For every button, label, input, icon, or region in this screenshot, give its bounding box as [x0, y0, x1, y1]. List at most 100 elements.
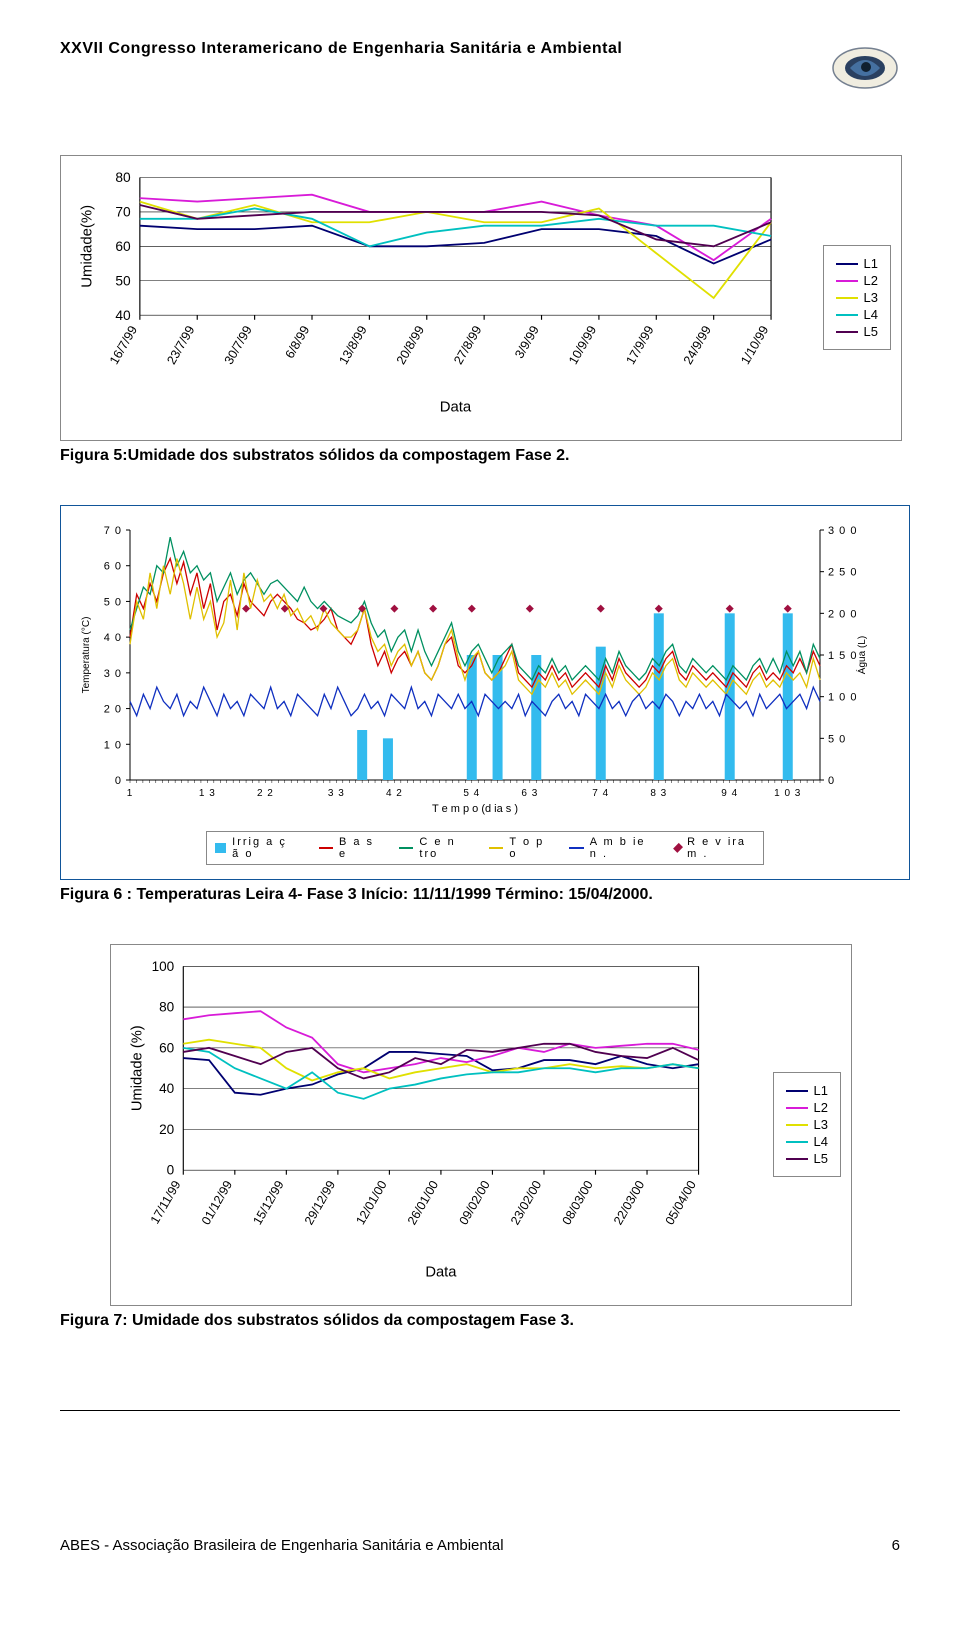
legend-item: L3: [786, 1117, 828, 1132]
page-header: XXVII Congresso Interamericano de Engenh…: [60, 40, 900, 95]
svg-text:17/11/99: 17/11/99: [148, 1178, 184, 1226]
legend-item: L1: [836, 256, 878, 271]
chart2-plot: 0 1 0 2 0 3 0 4 0 5 0 6 0 7 0 0 5 0 1 0 0 1 5 0 2 0 …: [75, 520, 875, 820]
svg-text:1 0 0: 1 0 0: [828, 692, 857, 704]
svg-text:1: 1: [127, 788, 134, 799]
legend-item: L5: [786, 1151, 828, 1166]
svg-text:40: 40: [115, 308, 131, 323]
legend-item: T o p o: [489, 836, 547, 860]
footer-divider: [60, 1410, 900, 1411]
svg-text:5 4: 5 4: [463, 788, 480, 799]
svg-text:1 0: 1 0: [104, 739, 122, 751]
svg-text:6/8/99: 6/8/99: [283, 323, 313, 360]
legend-item: A m b ie n .: [569, 836, 652, 860]
svg-text:16/7/99: 16/7/99: [107, 323, 140, 366]
svg-text:13/8/99: 13/8/99: [337, 323, 370, 366]
svg-text:20/8/99: 20/8/99: [394, 323, 427, 366]
svg-text:8 3: 8 3: [650, 788, 667, 799]
svg-text:7 4: 7 4: [592, 788, 609, 799]
svg-text:4 0: 4 0: [104, 632, 122, 644]
svg-text:2 5 0: 2 5 0: [828, 567, 857, 579]
svg-text:09/02/00: 09/02/00: [456, 1178, 492, 1227]
svg-text:1 5 0: 1 5 0: [828, 650, 857, 662]
svg-text:29/12/99: 29/12/99: [302, 1178, 338, 1227]
svg-text:60: 60: [115, 239, 131, 254]
svg-text:1/10/99: 1/10/99: [738, 323, 771, 366]
legend-item: L5: [836, 324, 878, 339]
svg-text:2 0 0: 2 0 0: [828, 608, 857, 620]
svg-text:3 0: 3 0: [104, 668, 122, 680]
svg-text:Água (L): Água (L): [855, 636, 868, 674]
svg-text:24/9/99: 24/9/99: [681, 323, 714, 366]
legend-item: L4: [836, 307, 878, 322]
svg-text:60: 60: [159, 1040, 175, 1055]
chart2-container: 0 1 0 2 0 3 0 4 0 5 0 6 0 7 0 0 5 0 1 0 0 1 5 0 2 0 …: [60, 505, 910, 880]
chart3-legend: L1 L2 L3 L4 L5: [773, 1072, 841, 1177]
svg-text:6 0: 6 0: [104, 561, 122, 573]
svg-text:9 4: 9 4: [721, 788, 738, 799]
svg-text:Umidade(%): Umidade(%): [80, 205, 96, 288]
chart1-legend: L1 L2 L3 L4 L5: [823, 245, 891, 350]
footer-page-number: 6: [892, 1537, 900, 1554]
chart3-plot: 0 20 40 60 80 100 Umidade (%) 17/11/99 01/12/99 1…: [121, 955, 733, 1295]
svg-text:15/12/99: 15/12/99: [250, 1178, 286, 1227]
svg-text:4 2: 4 2: [386, 788, 403, 799]
svg-text:6 3: 6 3: [521, 788, 538, 799]
svg-text:05/04/00: 05/04/00: [663, 1178, 699, 1227]
svg-text:01/12/99: 01/12/99: [199, 1178, 235, 1227]
footer-org: ABES - Associação Brasileira de Engenhar…: [60, 1537, 504, 1554]
legend-item: L2: [836, 273, 878, 288]
svg-text:5 0: 5 0: [828, 733, 846, 745]
svg-text:3/9/99: 3/9/99: [512, 323, 542, 360]
chart2-legend: Irrig a ç ã oB a s eC e n troT o p oA m …: [206, 831, 764, 865]
svg-text:0: 0: [828, 775, 835, 787]
chart3-container: 0 20 40 60 80 100 Umidade (%) 17/11/99 01/12/99 1…: [110, 944, 852, 1306]
legend-item: L2: [786, 1100, 828, 1115]
svg-text:10/9/99: 10/9/99: [566, 323, 599, 366]
svg-text:Temperatura (°C): Temperatura (°C): [81, 617, 92, 694]
chart1-container: 40 50 60 70 80 Umidade(%) 16/7/99 23/7/99 30/7/9…: [60, 155, 902, 441]
svg-text:Data: Data: [425, 1265, 457, 1281]
legend-item: R e v ira m .: [675, 836, 755, 860]
svg-text:22/03/00: 22/03/00: [611, 1178, 647, 1227]
svg-text:40: 40: [159, 1081, 175, 1096]
svg-text:0: 0: [167, 1163, 175, 1178]
svg-text:100: 100: [152, 959, 175, 974]
legend-item: L1: [786, 1083, 828, 1098]
svg-text:27/8/99: 27/8/99: [451, 323, 484, 366]
svg-text:5 0: 5 0: [104, 596, 122, 608]
svg-text:0: 0: [115, 775, 122, 787]
svg-text:70: 70: [115, 204, 131, 219]
svg-text:30/7/99: 30/7/99: [222, 323, 255, 366]
logo: [830, 40, 900, 95]
header-title: XXVII Congresso Interamericano de Engenh…: [60, 40, 622, 58]
svg-text:2 0: 2 0: [104, 704, 122, 716]
svg-text:Umidade (%): Umidade (%): [129, 1025, 145, 1111]
svg-text:T e m p o (d ia s ): T e m p o (d ia s ): [432, 803, 518, 815]
svg-text:2 2: 2 2: [257, 788, 274, 799]
caption-fig5: Figura 5:Umidade dos substratos sólidos …: [60, 447, 900, 465]
svg-text:7 0: 7 0: [104, 525, 122, 537]
legend-item: L4: [786, 1134, 828, 1149]
svg-text:12/01/00: 12/01/00: [353, 1178, 389, 1227]
svg-text:1 3: 1 3: [199, 788, 216, 799]
svg-text:26/01/00: 26/01/00: [405, 1178, 441, 1227]
legend-item: B a s e: [319, 836, 377, 860]
svg-text:23/02/00: 23/02/00: [508, 1178, 544, 1227]
svg-text:80: 80: [115, 170, 131, 185]
legend-item: L3: [836, 290, 878, 305]
svg-text:3 3: 3 3: [328, 788, 345, 799]
svg-text:50: 50: [115, 273, 131, 288]
svg-text:17/9/99: 17/9/99: [623, 323, 656, 366]
page-footer: ABES - Associação Brasileira de Engenhar…: [60, 1531, 900, 1554]
chart1-plot: 40 50 60 70 80 Umidade(%) 16/7/99 23/7/99 30/7/9…: [71, 166, 783, 430]
caption-fig7: Figura 7: Umidade dos substratos sólidos…: [60, 1312, 900, 1330]
legend-item: C e n tro: [399, 836, 467, 860]
svg-text:1 0 3: 1 0 3: [774, 788, 801, 799]
svg-text:20: 20: [159, 1122, 175, 1137]
svg-text:23/7/99: 23/7/99: [164, 323, 197, 366]
caption-fig6: Figura 6 : Temperaturas Leira 4- Fase 3 …: [60, 886, 900, 904]
svg-text:80: 80: [159, 1000, 175, 1015]
svg-text:3 0 0: 3 0 0: [828, 525, 857, 537]
svg-text:08/03/00: 08/03/00: [559, 1178, 595, 1227]
